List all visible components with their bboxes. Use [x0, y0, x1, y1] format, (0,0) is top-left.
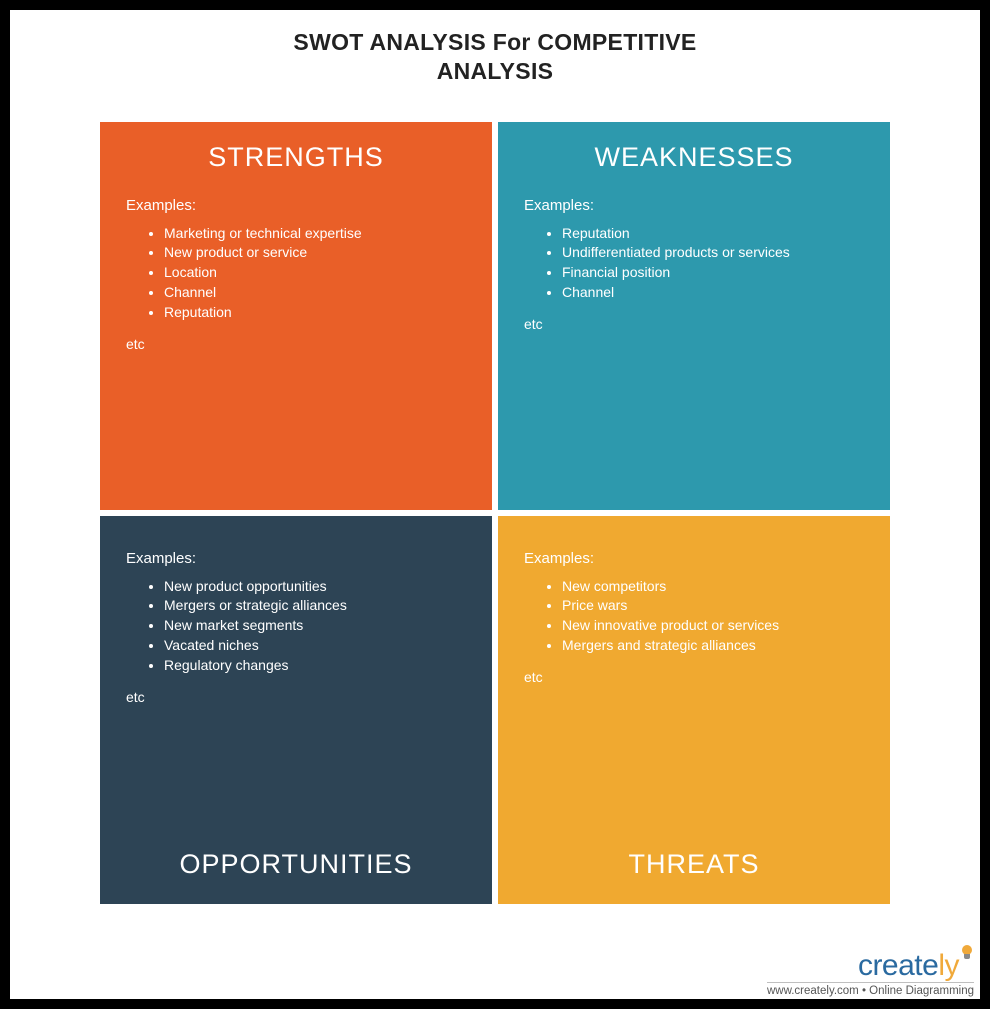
- list-item: Channel: [562, 283, 870, 302]
- title-line2: ANALYSIS: [437, 58, 554, 84]
- list-item: Reputation: [164, 303, 472, 322]
- examples-list: New product opportunitiesMergers or stra…: [164, 577, 472, 675]
- etc-text: etc: [126, 689, 472, 705]
- footer-tagline: www.creately.com • Online Diagramming: [767, 982, 974, 997]
- footer: creately www.creately.com • Online Diagr…: [767, 941, 974, 997]
- title-line1: SWOT ANALYSIS For COMPETITIVE: [293, 29, 696, 55]
- quad-heading-opportunities: OPPORTUNITIES: [120, 849, 472, 880]
- quad-threats: Examples: New competitorsPrice warsNew in…: [498, 516, 890, 904]
- list-item: New product or service: [164, 243, 472, 262]
- quad-body-weaknesses: Examples: ReputationUndifferentiated prod…: [518, 197, 870, 333]
- quad-body-threats: Examples: New competitorsPrice warsNew in…: [518, 550, 870, 686]
- etc-text: etc: [126, 336, 472, 352]
- quad-heading-weaknesses: WEAKNESSES: [518, 142, 870, 173]
- list-item: Mergers or strategic alliances: [164, 596, 472, 615]
- logo-text: creately: [858, 951, 959, 981]
- page-title: SWOT ANALYSIS For COMPETITIVE ANALYSIS: [10, 28, 980, 86]
- list-item: Reputation: [562, 224, 870, 243]
- examples-list: New competitorsPrice warsNew innovative …: [562, 577, 870, 656]
- examples-label: Examples:: [126, 550, 472, 567]
- list-item: Channel: [164, 283, 472, 302]
- quad-opportunities: Examples: New product opportunitiesMerger…: [100, 516, 492, 904]
- logo-part2: ly: [938, 949, 959, 982]
- list-item: Location: [164, 263, 472, 282]
- list-item: Price wars: [562, 596, 870, 615]
- examples-list: Marketing or technical expertiseNew prod…: [164, 224, 472, 322]
- list-item: Vacated niches: [164, 636, 472, 655]
- quad-strengths: STRENGTHS Examples: Marketing or technical…: [100, 122, 492, 510]
- list-item: New innovative product or services: [562, 616, 870, 635]
- quad-body-strengths: Examples: Marketing or technical expertis…: [120, 197, 472, 352]
- creately-logo: creately: [858, 941, 974, 981]
- etc-text: etc: [524, 669, 870, 685]
- list-item: Mergers and strategic alliances: [562, 636, 870, 655]
- quad-weaknesses: WEAKNESSES Examples: ReputationUndifferent…: [498, 122, 890, 510]
- list-item: Financial position: [562, 263, 870, 282]
- canvas: SWOT ANALYSIS For COMPETITIVE ANALYSIS S…: [10, 10, 980, 999]
- outer-frame: SWOT ANALYSIS For COMPETITIVE ANALYSIS S…: [0, 0, 990, 1009]
- quad-body-opportunities: Examples: New product opportunitiesMerger…: [120, 550, 472, 705]
- lightbulb-icon: [960, 941, 974, 965]
- quad-heading-threats: THREATS: [518, 849, 870, 880]
- list-item: Undifferentiated products or services: [562, 243, 870, 262]
- quad-heading-strengths: STRENGTHS: [120, 142, 472, 173]
- etc-text: etc: [524, 316, 870, 332]
- examples-label: Examples:: [126, 197, 472, 214]
- swot-grid: STRENGTHS Examples: Marketing or technical…: [100, 122, 890, 904]
- list-item: Regulatory changes: [164, 656, 472, 675]
- list-item: New competitors: [562, 577, 870, 596]
- examples-label: Examples:: [524, 197, 870, 214]
- logo-part1: create: [858, 949, 938, 982]
- list-item: Marketing or technical expertise: [164, 224, 472, 243]
- list-item: New market segments: [164, 616, 472, 635]
- examples-label: Examples:: [524, 550, 870, 567]
- examples-list: ReputationUndifferentiated products or s…: [562, 224, 870, 303]
- list-item: New product opportunities: [164, 577, 472, 596]
